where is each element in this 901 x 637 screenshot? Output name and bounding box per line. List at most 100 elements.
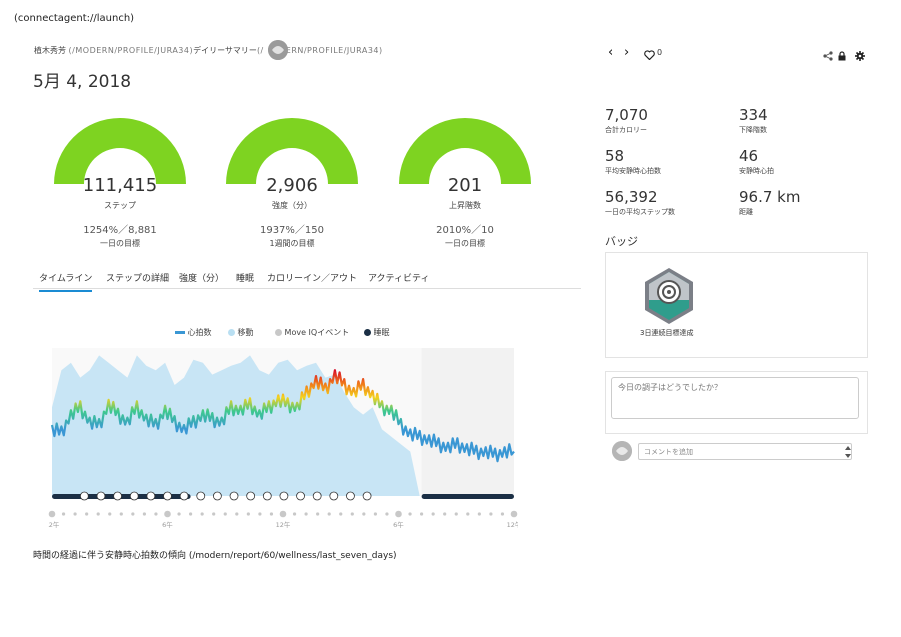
comment-stepper-icon[interactable]: [845, 444, 851, 463]
timeline-dot: [48, 510, 56, 518]
timeline-dot: [131, 512, 135, 516]
timeline-dot: [85, 512, 89, 516]
activity-icon: [146, 491, 156, 501]
avg-daily-steps-value: 56,392: [605, 188, 658, 206]
floors-gauge: [399, 118, 531, 184]
legend-move-iq[interactable]: Move IQイベント: [275, 327, 349, 338]
steps-value: 111,415: [82, 175, 158, 196]
total-calories-label: 合計カロリー: [605, 126, 647, 134]
timeline-dot: [61, 512, 66, 516]
breadcrumb: 植木秀芳 (/MODERN/PROFILE/JURA34)デイリーサマリー(/ E…: [34, 45, 383, 56]
series-movement: [52, 355, 514, 496]
activity-icon: [279, 491, 289, 501]
floors-goal-label: 一日の目標: [445, 239, 485, 248]
breadcrumb-user[interactable]: 植木秀芳: [34, 46, 66, 55]
intensity-value: 2,906: [266, 175, 318, 196]
resting-hr-value: 46: [739, 147, 759, 165]
timeline-dot: [73, 512, 77, 516]
timeline-dot: [327, 512, 331, 516]
sleep-bar-1: [421, 494, 514, 499]
intensity-label: 強度（分）: [272, 201, 312, 210]
breadcrumb-profile-link-2-prefix[interactable]: (/: [256, 46, 264, 55]
x-tick-label: 12午: [507, 520, 518, 528]
breadcrumb-profile-link[interactable]: (/MODERN/PROFILE/JURA34): [68, 46, 194, 55]
tab-intensity[interactable]: 強度（分）: [179, 274, 225, 284]
intensity-gauge: [226, 118, 358, 184]
tab-sleep[interactable]: 睡眠: [236, 274, 255, 284]
activity-icon: [329, 491, 339, 501]
timeline-dot: [279, 510, 287, 518]
legend-label: 移動: [237, 328, 254, 337]
timeline-dot: [316, 512, 320, 516]
gear-icon[interactable]: [855, 46, 865, 65]
tab-calories[interactable]: カロリーイン／アウト: [267, 274, 358, 284]
x-tick-label: 12午: [276, 520, 291, 528]
steps-label: ステップ: [104, 201, 136, 210]
like-count: 0: [657, 48, 663, 57]
badges-title: バッジ: [605, 235, 638, 248]
series-heart-rate: [50, 369, 515, 463]
prev-day-button[interactable]: ‹: [608, 45, 614, 60]
timeline-dot: [431, 512, 435, 516]
timeline-dot: [200, 512, 204, 516]
timeline-dot: [212, 512, 216, 516]
legend-swatch: [364, 329, 371, 336]
timeline-dot: [154, 512, 158, 516]
activity-icon: [296, 491, 305, 501]
activity-icon: [196, 491, 206, 501]
activity-icon: [312, 491, 322, 501]
streak-badge-icon[interactable]: [641, 266, 697, 326]
steps-gauge: [54, 118, 186, 184]
total-calories-value: 7,070: [605, 106, 648, 124]
timeline-dot: [119, 512, 123, 516]
timeline-dot: [223, 512, 227, 516]
distance-label: 距離: [739, 208, 753, 216]
next-day-button[interactable]: ›: [624, 45, 630, 60]
heart-icon[interactable]: [644, 45, 655, 64]
timeline-chart[interactable]: 12午 6午 12午 6午 12午: [48, 346, 518, 528]
legend-heart-rate[interactable]: 心拍数: [175, 327, 212, 338]
activity-icon: [246, 491, 256, 501]
tab-timeline[interactable]: タイムライン: [39, 271, 93, 292]
notes-input[interactable]: 今日の調子はどうでしたか？: [611, 377, 859, 419]
legend-movement[interactable]: 移動: [228, 327, 254, 338]
floors-descended-value: 334: [739, 106, 768, 124]
lock-icon[interactable]: [838, 46, 846, 65]
floors-value: 201: [447, 175, 483, 196]
timeline-dot: [373, 512, 377, 516]
tab-step-details[interactable]: ステップの詳細: [106, 274, 170, 284]
timeline-dot: [420, 512, 424, 516]
timeline-dot: [350, 512, 354, 516]
x-tick-label: 6午: [162, 520, 173, 528]
floors-goal-percent: 2010%／10: [436, 225, 494, 236]
timeline-dot: [443, 512, 447, 516]
timeline-dot: [246, 512, 250, 516]
browser-url: (connectagent://launch): [14, 13, 135, 24]
intensity-goal-label: 1週間の目標: [269, 239, 315, 248]
breadcrumb-page: デイリーサマリー: [193, 46, 257, 55]
breadcrumb-profile-link-2-suffix[interactable]: ERN/PROFILE/JURA34): [285, 46, 383, 55]
legend-label: Move IQイベント: [284, 328, 350, 337]
activity-icon: [163, 491, 172, 501]
timeline-dot: [385, 512, 389, 516]
timeline-dot: [304, 512, 308, 516]
activity-icon: [113, 491, 123, 501]
activity-icon: [362, 491, 372, 501]
badges-panel: [605, 252, 868, 358]
timeline-dot: [395, 510, 402, 518]
activity-icon: [262, 491, 272, 501]
legend-label: 心拍数: [187, 328, 212, 337]
user-avatar-icon: [268, 40, 288, 60]
legend-swatch: [275, 329, 282, 336]
tab-activities[interactable]: アクティビティ: [368, 274, 430, 284]
comment-input[interactable]: コメントを追加: [638, 443, 852, 460]
share-icon[interactable]: [823, 46, 833, 65]
timeline-dot: [177, 512, 181, 516]
timeline-dot: [466, 512, 470, 516]
tab-bar: タイムライン ステップの詳細 強度（分） 睡眠 カロリーイン／アウト アクティビ…: [33, 266, 581, 292]
x-tick-label: 12午: [48, 520, 60, 528]
legend-sleep[interactable]: 睡眠: [364, 327, 390, 338]
resting-hr-trend-link[interactable]: 時間の経過に伴う安静時心拍数の傾向 (/modern/report/60/wel…: [33, 551, 397, 561]
timeline-dot: [96, 512, 100, 516]
steps-goal-percent: 1254%／8,881: [83, 225, 157, 236]
